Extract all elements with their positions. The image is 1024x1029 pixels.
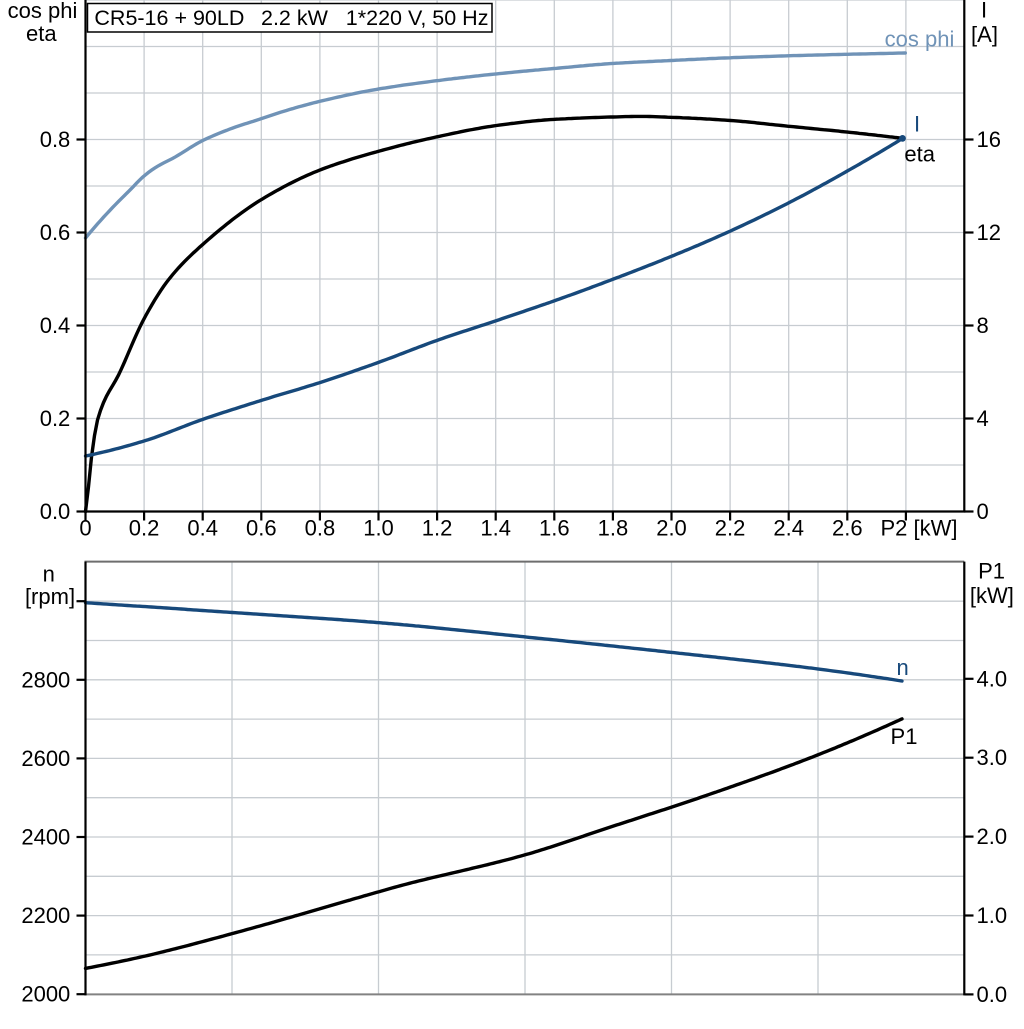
svg-text:2.2 kW: 2.2 kW [261,6,329,30]
svg-text:2.0: 2.0 [656,516,687,541]
svg-text:4.0: 4.0 [977,666,1008,691]
svg-text:3.0: 3.0 [977,745,1008,770]
svg-text:2600: 2600 [21,746,70,771]
svg-text:0: 0 [79,516,91,541]
svg-text:I: I [981,0,987,23]
svg-text:2800: 2800 [21,667,70,692]
svg-text:1.0: 1.0 [977,903,1008,928]
svg-text:0.8: 0.8 [40,127,71,152]
svg-text:2.4: 2.4 [773,516,804,541]
svg-text:0.4: 0.4 [187,516,218,541]
svg-text:1.4: 1.4 [480,516,511,541]
svg-text:eta: eta [26,21,57,46]
svg-text:P1: P1 [891,724,918,749]
svg-text:[A]: [A] [971,22,998,47]
svg-text:[kW]: [kW] [970,583,1014,608]
svg-text:4: 4 [977,406,989,431]
svg-text:0.6: 0.6 [246,516,277,541]
svg-text:cos phi: cos phi [8,0,78,23]
svg-text:1*220 V, 50 Hz: 1*220 V, 50 Hz [346,6,489,30]
svg-text:2000: 2000 [21,982,70,1007]
svg-text:0.0: 0.0 [977,982,1008,1007]
svg-text:2.0: 2.0 [977,824,1008,849]
svg-text:CR5-16 + 90LD: CR5-16 + 90LD [94,6,244,30]
svg-text:eta: eta [904,142,935,167]
svg-text:16: 16 [977,127,1001,152]
svg-text:0.6: 0.6 [40,220,71,245]
svg-text:0.8: 0.8 [305,516,336,541]
svg-text:8: 8 [977,313,989,338]
svg-text:n: n [896,655,908,680]
svg-text:0.2: 0.2 [129,516,160,541]
svg-text:2.6: 2.6 [832,516,863,541]
svg-text:1.8: 1.8 [598,516,629,541]
svg-text:0.0: 0.0 [40,499,71,524]
svg-text:1.2: 1.2 [422,516,453,541]
svg-text:P2 [kW]: P2 [kW] [880,516,957,541]
svg-text:0.4: 0.4 [40,313,71,338]
svg-text:2.2: 2.2 [715,516,746,541]
svg-text:0: 0 [977,499,989,524]
svg-text:0.2: 0.2 [40,406,71,431]
svg-text:12: 12 [977,220,1001,245]
svg-text:2200: 2200 [21,903,70,928]
svg-text:n: n [43,562,55,587]
svg-text:2400: 2400 [21,825,70,850]
svg-text:1.0: 1.0 [363,516,394,541]
svg-text:I: I [914,112,920,137]
svg-text:cos phi: cos phi [885,27,955,52]
svg-text:[rpm]: [rpm] [25,584,75,609]
svg-text:1.6: 1.6 [539,516,570,541]
svg-text:P1: P1 [978,559,1005,584]
